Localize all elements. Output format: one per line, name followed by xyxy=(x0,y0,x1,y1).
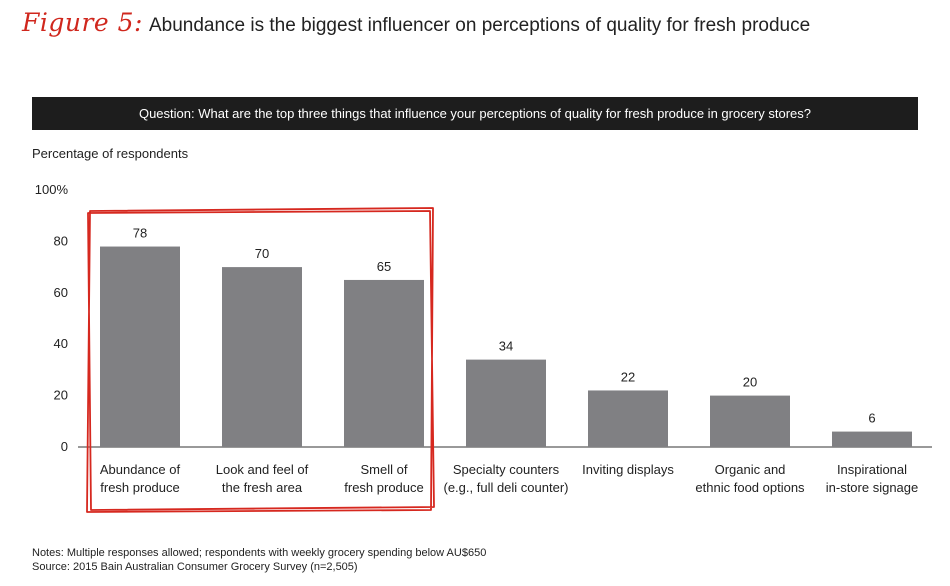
figure-title-text: Abundance is the biggest influencer on p… xyxy=(148,15,811,36)
question-bar: Question: What are the top three things … xyxy=(32,97,918,130)
bar xyxy=(466,359,546,447)
y-tick-label: 80 xyxy=(54,233,68,248)
category-label: Inspirational in-store signage xyxy=(826,462,919,495)
data-label: 70 xyxy=(255,246,269,261)
bar xyxy=(588,390,668,447)
data-label: 22 xyxy=(621,369,635,384)
data-label: 20 xyxy=(743,375,757,390)
data-label: 78 xyxy=(133,226,147,241)
notes-text: Notes: Multiple responses allowed; respo… xyxy=(32,547,487,559)
data-label: 6 xyxy=(868,411,875,426)
bar xyxy=(344,279,424,447)
category-label: Specialty counters (e.g., full deli count… xyxy=(443,462,568,495)
y-tick-label: 40 xyxy=(54,336,68,351)
y-tick-label: 0 xyxy=(61,439,68,454)
figure-title: Figure 5: Abundance is the biggest influ… xyxy=(22,8,810,44)
bar xyxy=(832,431,912,447)
category-label: Organic and ethnic food options xyxy=(695,462,805,495)
category-label: Smell of fresh produce xyxy=(344,462,424,495)
footnotes: Notes: Multiple responses allowed; respo… xyxy=(32,546,486,574)
bar xyxy=(222,267,302,447)
category-label: Abundance of fresh produce xyxy=(100,462,181,495)
highlight-box xyxy=(86,207,435,513)
bar xyxy=(100,246,180,447)
data-label: 65 xyxy=(377,259,391,274)
question-text: Question: What are the top three things … xyxy=(138,106,812,121)
y-tick-label: 60 xyxy=(54,285,68,300)
y-tick-label: 100% xyxy=(35,182,69,197)
category-label: Inviting displays xyxy=(582,462,674,477)
bar xyxy=(710,395,790,447)
y-tick-label: 20 xyxy=(54,388,68,403)
category-label: Look and feel of the fresh area xyxy=(216,462,309,495)
data-label: 34 xyxy=(499,339,513,354)
source-text: Source: 2015 Bain Australian Consumer Gr… xyxy=(32,561,358,573)
figure-label: Figure 5: xyxy=(22,8,143,37)
y-axis-caption: Percentage of respondents xyxy=(32,146,189,161)
